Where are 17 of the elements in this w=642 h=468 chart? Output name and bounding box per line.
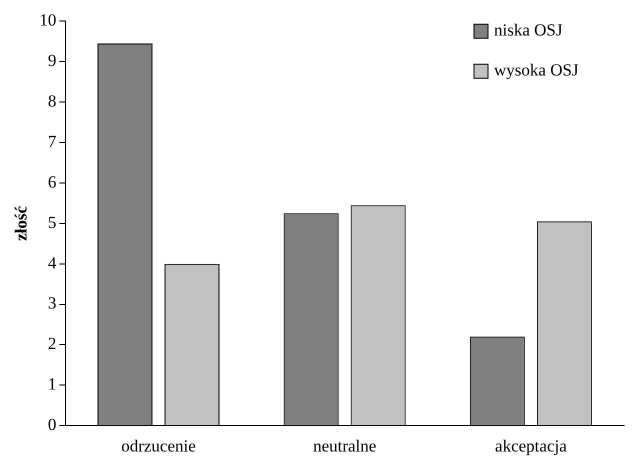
x-tick-label: odrzucenie — [121, 436, 196, 456]
y-tick-label: 7 — [48, 132, 57, 151]
y-axis-title: złość — [12, 205, 31, 241]
y-tick-label: 8 — [48, 92, 56, 111]
legend-label: wysoka OSJ — [494, 60, 579, 80]
legend-label: niska OSJ — [494, 20, 563, 40]
y-tick-label: 5 — [48, 212, 56, 232]
y-tick-label: 0 — [48, 415, 56, 434]
y-tick-label: 4 — [48, 253, 57, 272]
y-tick-label: 2 — [48, 334, 56, 354]
y-tick-label: 6 — [48, 172, 56, 192]
y-tick-label: 3 — [48, 294, 56, 313]
x-tick-label: akceptacja — [495, 436, 568, 456]
y-tick-label: 1 — [48, 374, 56, 394]
x-tick-label: neutralne — [313, 436, 376, 456]
y-tick-label: 9 — [48, 51, 56, 70]
y-tick-label: 10 — [39, 10, 56, 30]
